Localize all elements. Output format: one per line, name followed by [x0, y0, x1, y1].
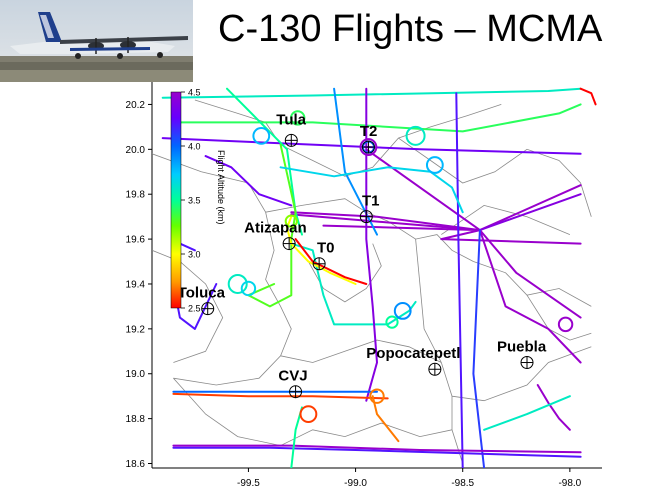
- colorbar-tick-label: 3.5: [188, 196, 201, 206]
- colorbar-ticks: 4.5 4.0 3.5 3.0 2.5: [181, 88, 201, 314]
- flight-track: [536, 384, 571, 431]
- colorbar-gradient: [170, 91, 182, 309]
- site-label: T1: [362, 192, 380, 209]
- boundary-line: [194, 99, 502, 177]
- site-label: CVJ: [278, 367, 307, 384]
- flight-loop: [227, 273, 248, 294]
- c130-aircraft-photo: [0, 0, 193, 82]
- colorbar-tick-label: 3.0: [188, 250, 201, 260]
- site-marker: Puebla: [497, 338, 547, 370]
- page-title: C-130 Flights – MCMA: [218, 8, 603, 50]
- boundary-line: [398, 137, 560, 184]
- flight-track: [161, 87, 582, 99]
- flight-loop: [359, 138, 378, 156]
- site-label: T0: [317, 240, 335, 257]
- flight-track: [172, 103, 582, 133]
- y-tick-label: 18.6: [126, 459, 146, 470]
- flight-loop: [393, 302, 412, 320]
- flight-track: [161, 137, 582, 155]
- x-tick-label: -98.5: [451, 478, 474, 489]
- flight-tracks: [161, 87, 597, 468]
- site-marker: Popocatepetl: [366, 345, 460, 376]
- flight-track: [204, 155, 293, 207]
- colorbar-tick-label: 4.0: [188, 142, 201, 152]
- flight-track: [478, 193, 582, 232]
- flight-track: [322, 224, 582, 245]
- boundary-line: [441, 204, 571, 235]
- colorbar-tick-label: 4.5: [188, 88, 201, 98]
- flight-loop: [290, 110, 306, 126]
- site-label: Atizapan: [244, 219, 307, 236]
- colorbar-label: Flight Altitude (km): [216, 150, 226, 225]
- flight-loop: [425, 156, 444, 174]
- boundary-line: [451, 346, 592, 402]
- flight-track: [172, 446, 582, 458]
- site-marker: T2: [360, 123, 378, 154]
- site-marker: CVJ: [278, 367, 308, 399]
- y-tick-label: 20.2: [126, 100, 146, 111]
- boundary-line: [526, 294, 592, 341]
- flight-loop: [405, 125, 426, 146]
- site-marker: Tula: [276, 112, 307, 147]
- flight-loop: [369, 388, 385, 404]
- flight-track: [290, 213, 582, 319]
- x-axis-ticks: -99.5 -99.0 -98.5 -98.0: [237, 468, 582, 489]
- x-tick-label: -98.0: [558, 478, 581, 489]
- flight-track: [290, 242, 417, 326]
- altitude-colorbar: 4.5 4.0 3.5 3.0 2.5 Flight Altitude (km): [170, 88, 226, 314]
- site-markers: Tula T2 T1 Atizapan T0 Toluca Popocatepetl Pueb…: [178, 112, 547, 399]
- y-tick-label: 19.2: [126, 324, 146, 335]
- y-tick-label: 19.0: [126, 369, 146, 380]
- flight-track: [579, 87, 597, 106]
- y-tick-label: 19.4: [126, 279, 146, 290]
- y-tick-label: 18.8: [126, 414, 146, 425]
- colorbar-tick-label: 2.5: [188, 304, 201, 314]
- site-label: Popocatepetl: [366, 345, 460, 362]
- boundary-line: [280, 339, 442, 363]
- flight-track: [472, 229, 486, 468]
- flight-loop: [240, 280, 257, 297]
- site-label: Tula: [276, 112, 306, 129]
- flight-track: [290, 184, 582, 232]
- flight-track: [226, 87, 303, 236]
- y-tick-label: 19.6: [126, 235, 146, 246]
- flight-loop: [385, 315, 399, 329]
- site-marker: T0: [312, 240, 335, 271]
- flight-loop: [299, 405, 318, 424]
- flight-track: [365, 148, 582, 364]
- flight-track: [294, 238, 368, 285]
- site-label: Puebla: [497, 338, 547, 355]
- flight-track: [172, 392, 389, 400]
- flight-track: [279, 166, 464, 214]
- flight-track: [172, 444, 582, 454]
- site-marker: T1: [359, 192, 380, 224]
- y-tick-label: 19.8: [126, 190, 146, 201]
- flight-loop: [252, 126, 271, 145]
- site-label: Toluca: [178, 284, 226, 301]
- site-marker: Atizapan: [244, 219, 307, 251]
- y-axis-ticks: 20.2 20.0 19.8 19.6 19.4 19.2 19.0 18.8 18.6: [126, 100, 152, 470]
- flight-loop: [284, 214, 298, 228]
- x-tick-label: -99.0: [344, 478, 367, 489]
- x-tick-label: -99.5: [237, 478, 260, 489]
- flight-track: [371, 395, 400, 443]
- y-tick-label: 20.0: [126, 145, 146, 156]
- site-marker: Toluca: [178, 284, 226, 316]
- c130-aircraft-icon: [0, 0, 193, 82]
- flight-loop: [557, 316, 574, 333]
- flight-track: [365, 87, 378, 402]
- flight-track: [483, 395, 571, 431]
- flight-track: [455, 92, 464, 468]
- boundary-line: [152, 153, 292, 386]
- boundary-line: [265, 198, 474, 262]
- map-axes: [151, 82, 602, 469]
- boundary-line: [558, 160, 592, 217]
- site-label: T2: [360, 123, 378, 140]
- boundary-line: [173, 377, 453, 447]
